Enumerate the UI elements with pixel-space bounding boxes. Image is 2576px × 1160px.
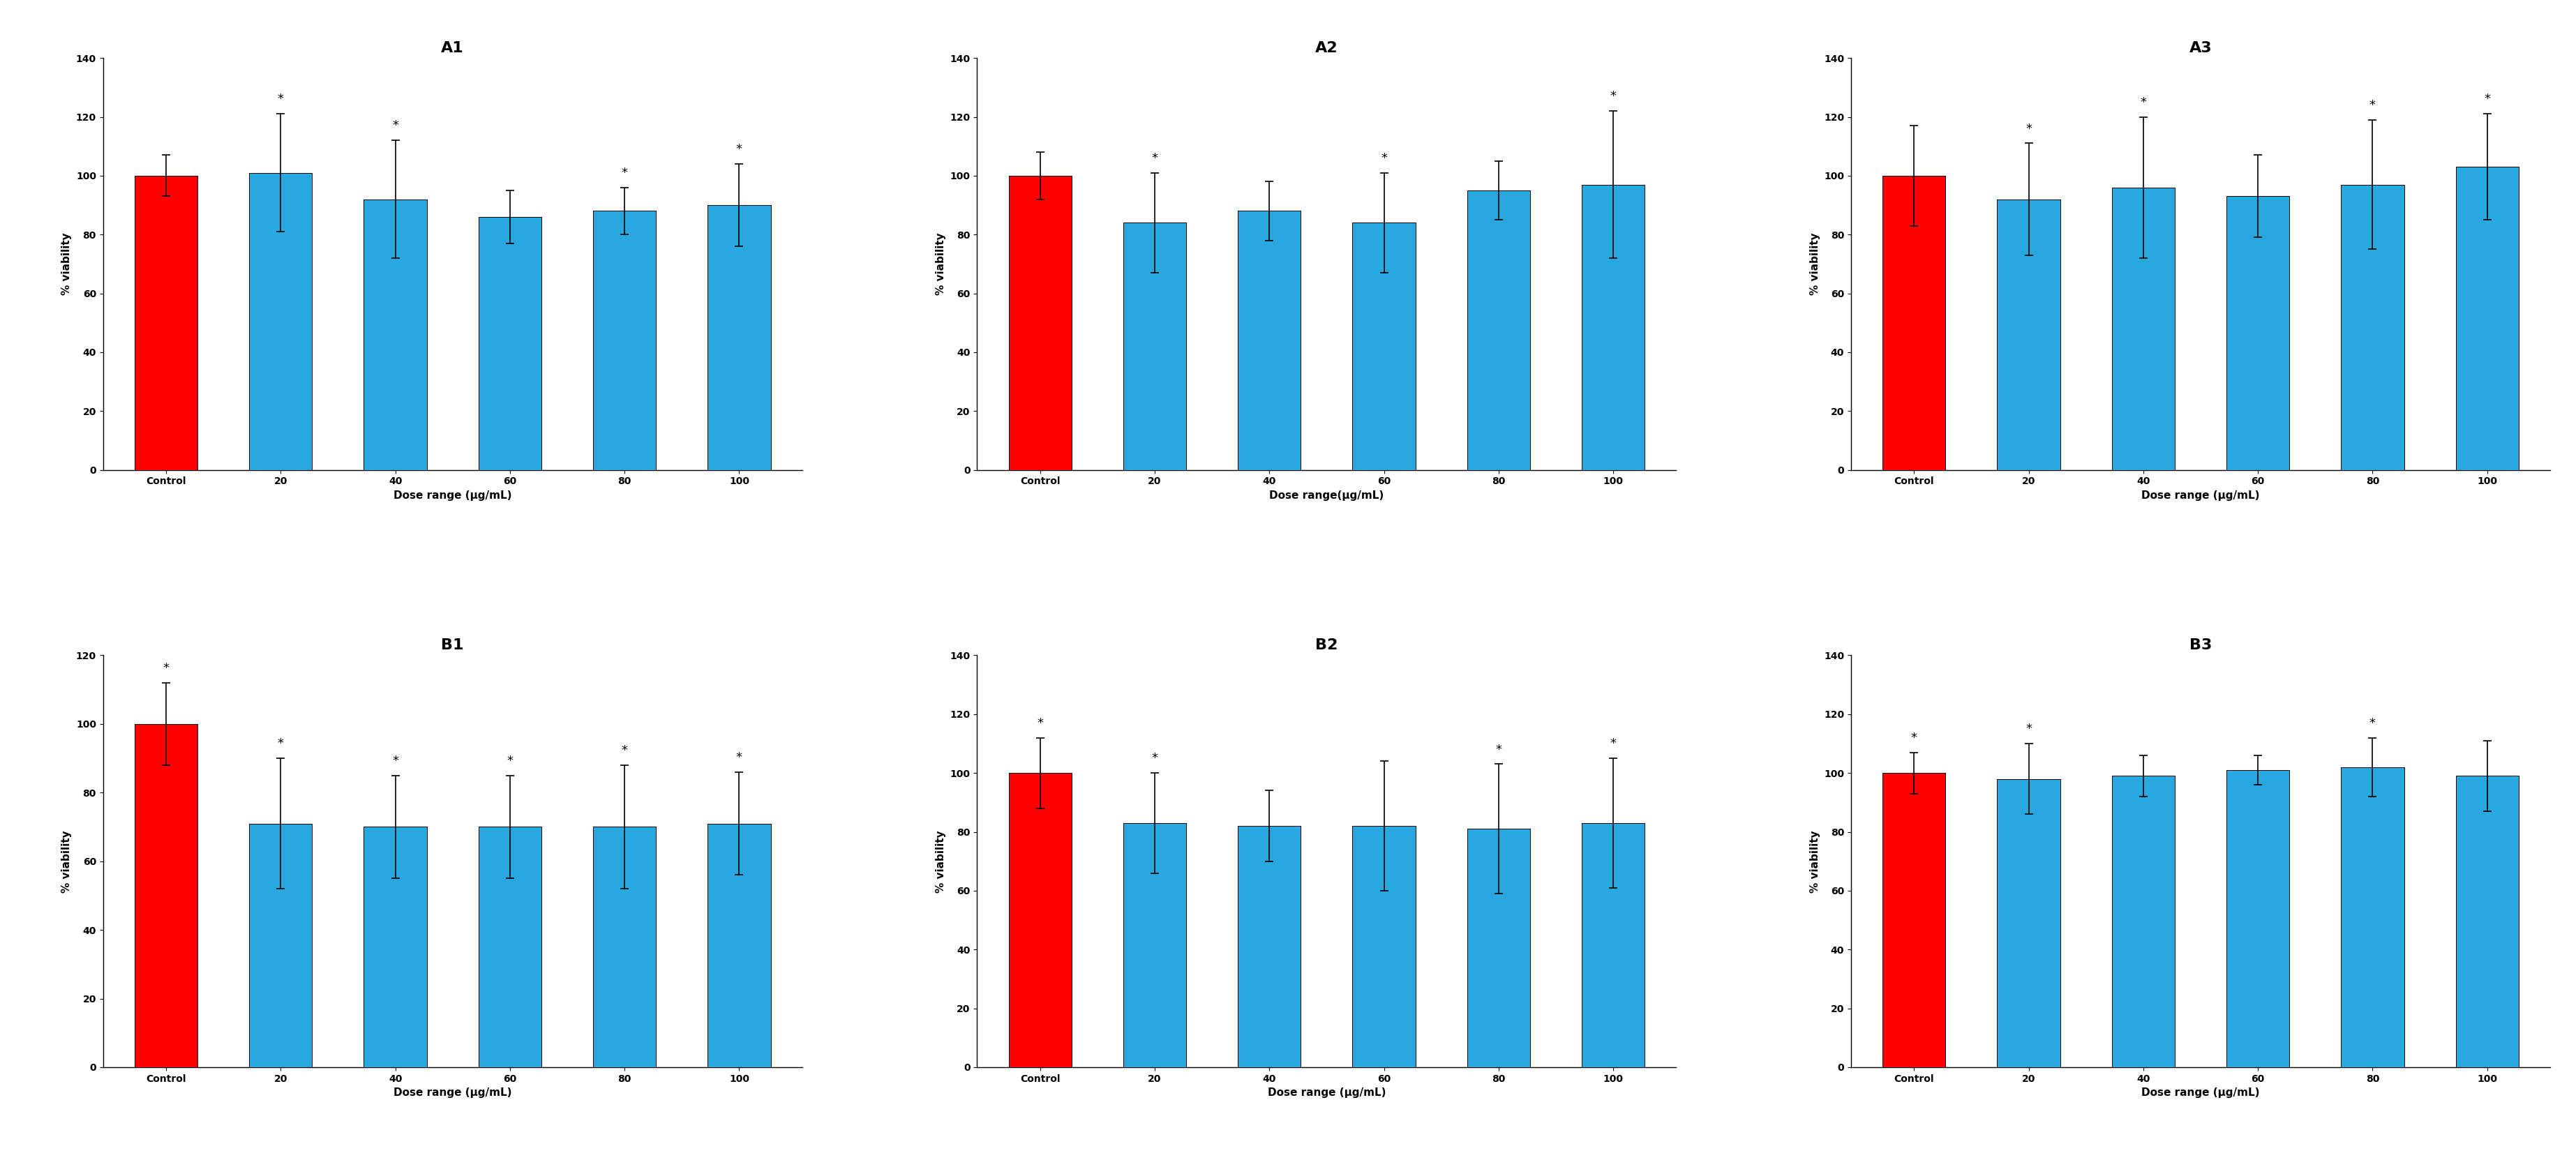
Text: *: *: [1038, 717, 1043, 730]
Bar: [2455, 776, 2519, 1067]
Text: *: *: [2025, 123, 2032, 135]
Text: *: *: [278, 738, 283, 751]
Text: *: *: [2370, 717, 2375, 730]
Text: *: *: [737, 143, 742, 155]
Bar: [1010, 175, 1072, 470]
Bar: [250, 824, 312, 1067]
Title: A1: A1: [440, 41, 464, 55]
Text: *: *: [1911, 732, 1917, 744]
X-axis label: Dose range (μg/mL): Dose range (μg/mL): [394, 1088, 513, 1099]
Text: *: *: [507, 755, 513, 767]
Bar: [1996, 778, 2061, 1067]
Text: *: *: [162, 662, 170, 674]
Y-axis label: % viability: % viability: [935, 831, 945, 892]
Bar: [708, 824, 770, 1067]
Bar: [1468, 829, 1530, 1067]
X-axis label: Dose range (μg/mL): Dose range (μg/mL): [394, 491, 513, 501]
Text: *: *: [392, 119, 399, 132]
Bar: [1582, 822, 1643, 1067]
Title: B1: B1: [440, 638, 464, 652]
Bar: [1352, 223, 1414, 470]
Bar: [1996, 200, 2061, 470]
Bar: [2342, 184, 2403, 470]
Bar: [2112, 188, 2174, 470]
Bar: [479, 217, 541, 470]
Bar: [592, 211, 657, 470]
Bar: [2226, 196, 2290, 470]
Y-axis label: % viability: % viability: [1808, 233, 1821, 295]
Title: A2: A2: [1316, 41, 1337, 55]
Bar: [1582, 184, 1643, 470]
Title: B3: B3: [2190, 638, 2213, 652]
Bar: [363, 827, 428, 1067]
Bar: [363, 200, 428, 470]
Bar: [2226, 770, 2290, 1067]
Bar: [250, 173, 312, 470]
Bar: [2112, 776, 2174, 1067]
Bar: [708, 205, 770, 470]
Bar: [1010, 773, 1072, 1067]
X-axis label: Dose range (μg/mL): Dose range (μg/mL): [2141, 491, 2259, 501]
Text: *: *: [2370, 99, 2375, 111]
Text: *: *: [2141, 96, 2146, 109]
Bar: [1123, 822, 1185, 1067]
Bar: [1123, 223, 1185, 470]
Text: *: *: [737, 752, 742, 763]
Text: *: *: [1151, 752, 1157, 764]
Bar: [1883, 175, 1945, 470]
Title: A3: A3: [2190, 41, 2213, 55]
Text: *: *: [1610, 90, 1615, 103]
Text: *: *: [2483, 93, 2491, 106]
Bar: [1239, 826, 1301, 1067]
Bar: [1468, 190, 1530, 470]
Bar: [1352, 826, 1414, 1067]
Bar: [134, 724, 198, 1067]
Y-axis label: % viability: % viability: [62, 831, 72, 892]
Text: *: *: [1610, 738, 1615, 751]
Title: B2: B2: [1316, 638, 1337, 652]
Text: *: *: [2025, 723, 2032, 735]
Y-axis label: % viability: % viability: [62, 233, 72, 295]
Bar: [2455, 167, 2519, 470]
Bar: [479, 827, 541, 1067]
Text: *: *: [621, 745, 629, 756]
Text: *: *: [621, 167, 629, 180]
Text: *: *: [1381, 152, 1386, 165]
Y-axis label: % viability: % viability: [1808, 831, 1821, 892]
Bar: [134, 175, 198, 470]
Y-axis label: % viability: % viability: [935, 233, 945, 295]
Bar: [1883, 773, 1945, 1067]
X-axis label: Dose range(μg/mL): Dose range(μg/mL): [1270, 491, 1383, 501]
X-axis label: Dose range (μg/mL): Dose range (μg/mL): [2141, 1088, 2259, 1099]
X-axis label: Dose range (μg/mL): Dose range (μg/mL): [1267, 1088, 1386, 1099]
Text: *: *: [1151, 152, 1157, 165]
Bar: [592, 827, 657, 1067]
Text: *: *: [278, 93, 283, 106]
Text: *: *: [1497, 744, 1502, 756]
Bar: [1239, 211, 1301, 470]
Text: *: *: [392, 755, 399, 767]
Bar: [2342, 767, 2403, 1067]
